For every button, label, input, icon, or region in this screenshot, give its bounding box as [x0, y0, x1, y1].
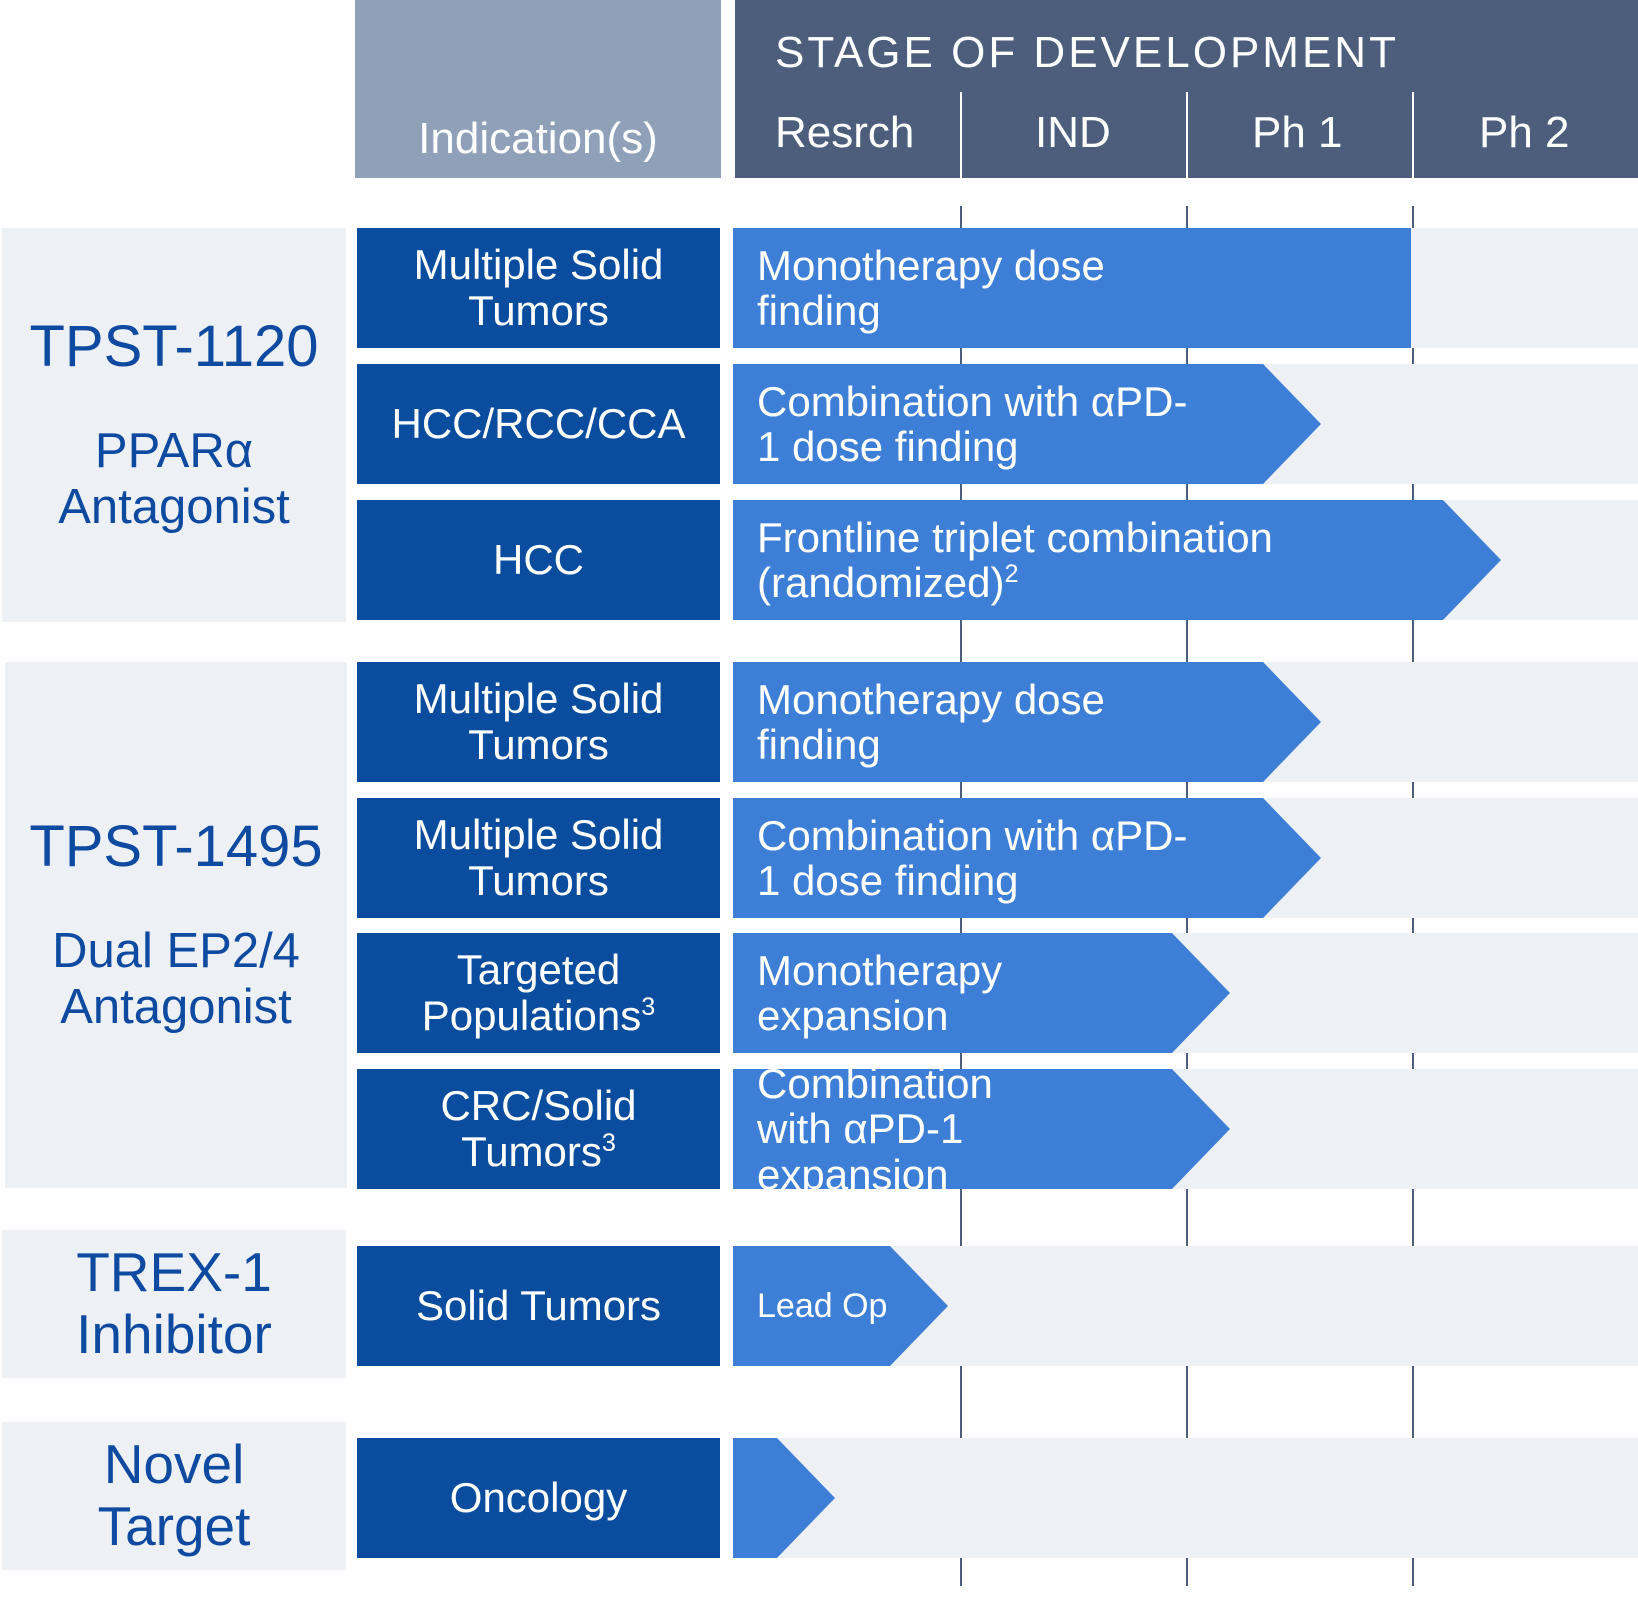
indication-cell: Solid Tumors: [357, 1246, 720, 1366]
program-label: Novel Target: [2, 1422, 346, 1570]
indication-text: HCC: [493, 535, 584, 583]
stage-divider: [1186, 92, 1188, 178]
program-label: TREX-1 Inhibitor: [2, 1230, 346, 1378]
progress-bar-label: Monotherapy expansion: [757, 946, 1003, 1039]
indication-text: Solid Tumors: [415, 1281, 662, 1329]
progress-bar-label: Lead Op: [757, 1286, 888, 1325]
progress-bar-label: Combination with αPD-1 dose finding: [757, 811, 1188, 904]
indication-cell: Multiple Solid Tumors: [357, 662, 720, 782]
progress-bar: Monotherapy expansion: [733, 933, 1230, 1053]
indication-text: CRC/Solid Tumors3: [440, 1081, 637, 1175]
program-label: TPST-1120 PPARα Antagonist: [2, 228, 346, 622]
stage-label-ph2: Ph 2: [1479, 108, 1570, 157]
progress-bar: Monotherapy dose finding: [733, 228, 1411, 348]
indication-cell: Multiple Solid Tumors: [357, 798, 720, 918]
progress-bar-label: Combination with αPD-1 expansion: [757, 1059, 993, 1198]
indication-cell: Targeted Populations3: [357, 933, 720, 1053]
indication-text: Multiple Solid Tumors: [413, 240, 664, 334]
indication-text: Multiple Solid Tumors: [413, 810, 664, 904]
indication-cell: CRC/Solid Tumors3: [357, 1069, 720, 1189]
indications-header-label: Indication(s): [418, 114, 658, 163]
stage-label-ind: IND: [1035, 108, 1111, 157]
stage-label-ph1: Ph 1: [1252, 108, 1343, 157]
stage-divider: [1412, 92, 1414, 178]
progress-bar-label: Monotherapy dose finding: [757, 241, 1105, 334]
program-name: TPST-1495: [29, 813, 323, 879]
stage-header-title: STAGE OF DEVELOPMENT: [775, 28, 1399, 77]
program-label: TPST-1495 Dual EP2/4 Antagonist: [5, 662, 347, 1188]
indication-cell: Oncology: [357, 1438, 720, 1558]
progress-bar-label: Monotherapy dose finding: [757, 675, 1105, 768]
progress-bar: Combination with αPD-1 dose finding: [733, 364, 1321, 484]
indication-text: HCC/RCC/CCA: [391, 399, 686, 447]
footnote-marker: 3: [641, 993, 656, 1021]
indication-text: Targeted Populations3: [421, 945, 656, 1039]
progress-bar: Combination with αPD-1 expansion: [733, 1069, 1230, 1189]
progress-bar-label: Combination with αPD-1 dose finding: [757, 377, 1188, 470]
stage-label-resrch: Resrch: [775, 108, 915, 157]
indication-text: Oncology: [449, 1473, 628, 1521]
stage-divider: [960, 92, 962, 178]
program-mechanism: Dual EP2/4 Antagonist: [52, 923, 300, 1034]
program-name: TREX-1 Inhibitor: [76, 1241, 272, 1365]
stage-lane: [734, 1438, 1638, 1558]
program-name: Novel Target: [97, 1433, 251, 1557]
footnote-marker: 3: [601, 1129, 616, 1157]
indication-cell: Multiple Solid Tumors: [357, 228, 720, 348]
indication-cell: HCC/RCC/CCA: [357, 364, 720, 484]
indications-header: Indication(s): [355, 0, 721, 178]
indication-text: Multiple Solid Tumors: [413, 674, 664, 768]
progress-bar: Combination with αPD-1 dose finding: [733, 798, 1321, 918]
footnote-marker: 2: [1004, 560, 1019, 588]
program-name: TPST-1120: [29, 313, 319, 379]
stage-header: STAGE OF DEVELOPMENT Resrch IND Ph 1 Ph …: [735, 0, 1638, 178]
progress-bar: Monotherapy dose finding: [733, 662, 1321, 782]
progress-bar-label: Frontline triplet combination (randomize…: [757, 513, 1273, 606]
program-mechanism: PPARα Antagonist: [58, 423, 290, 534]
progress-bar: Frontline triplet combination (randomize…: [733, 500, 1501, 620]
indication-cell: HCC: [357, 500, 720, 620]
